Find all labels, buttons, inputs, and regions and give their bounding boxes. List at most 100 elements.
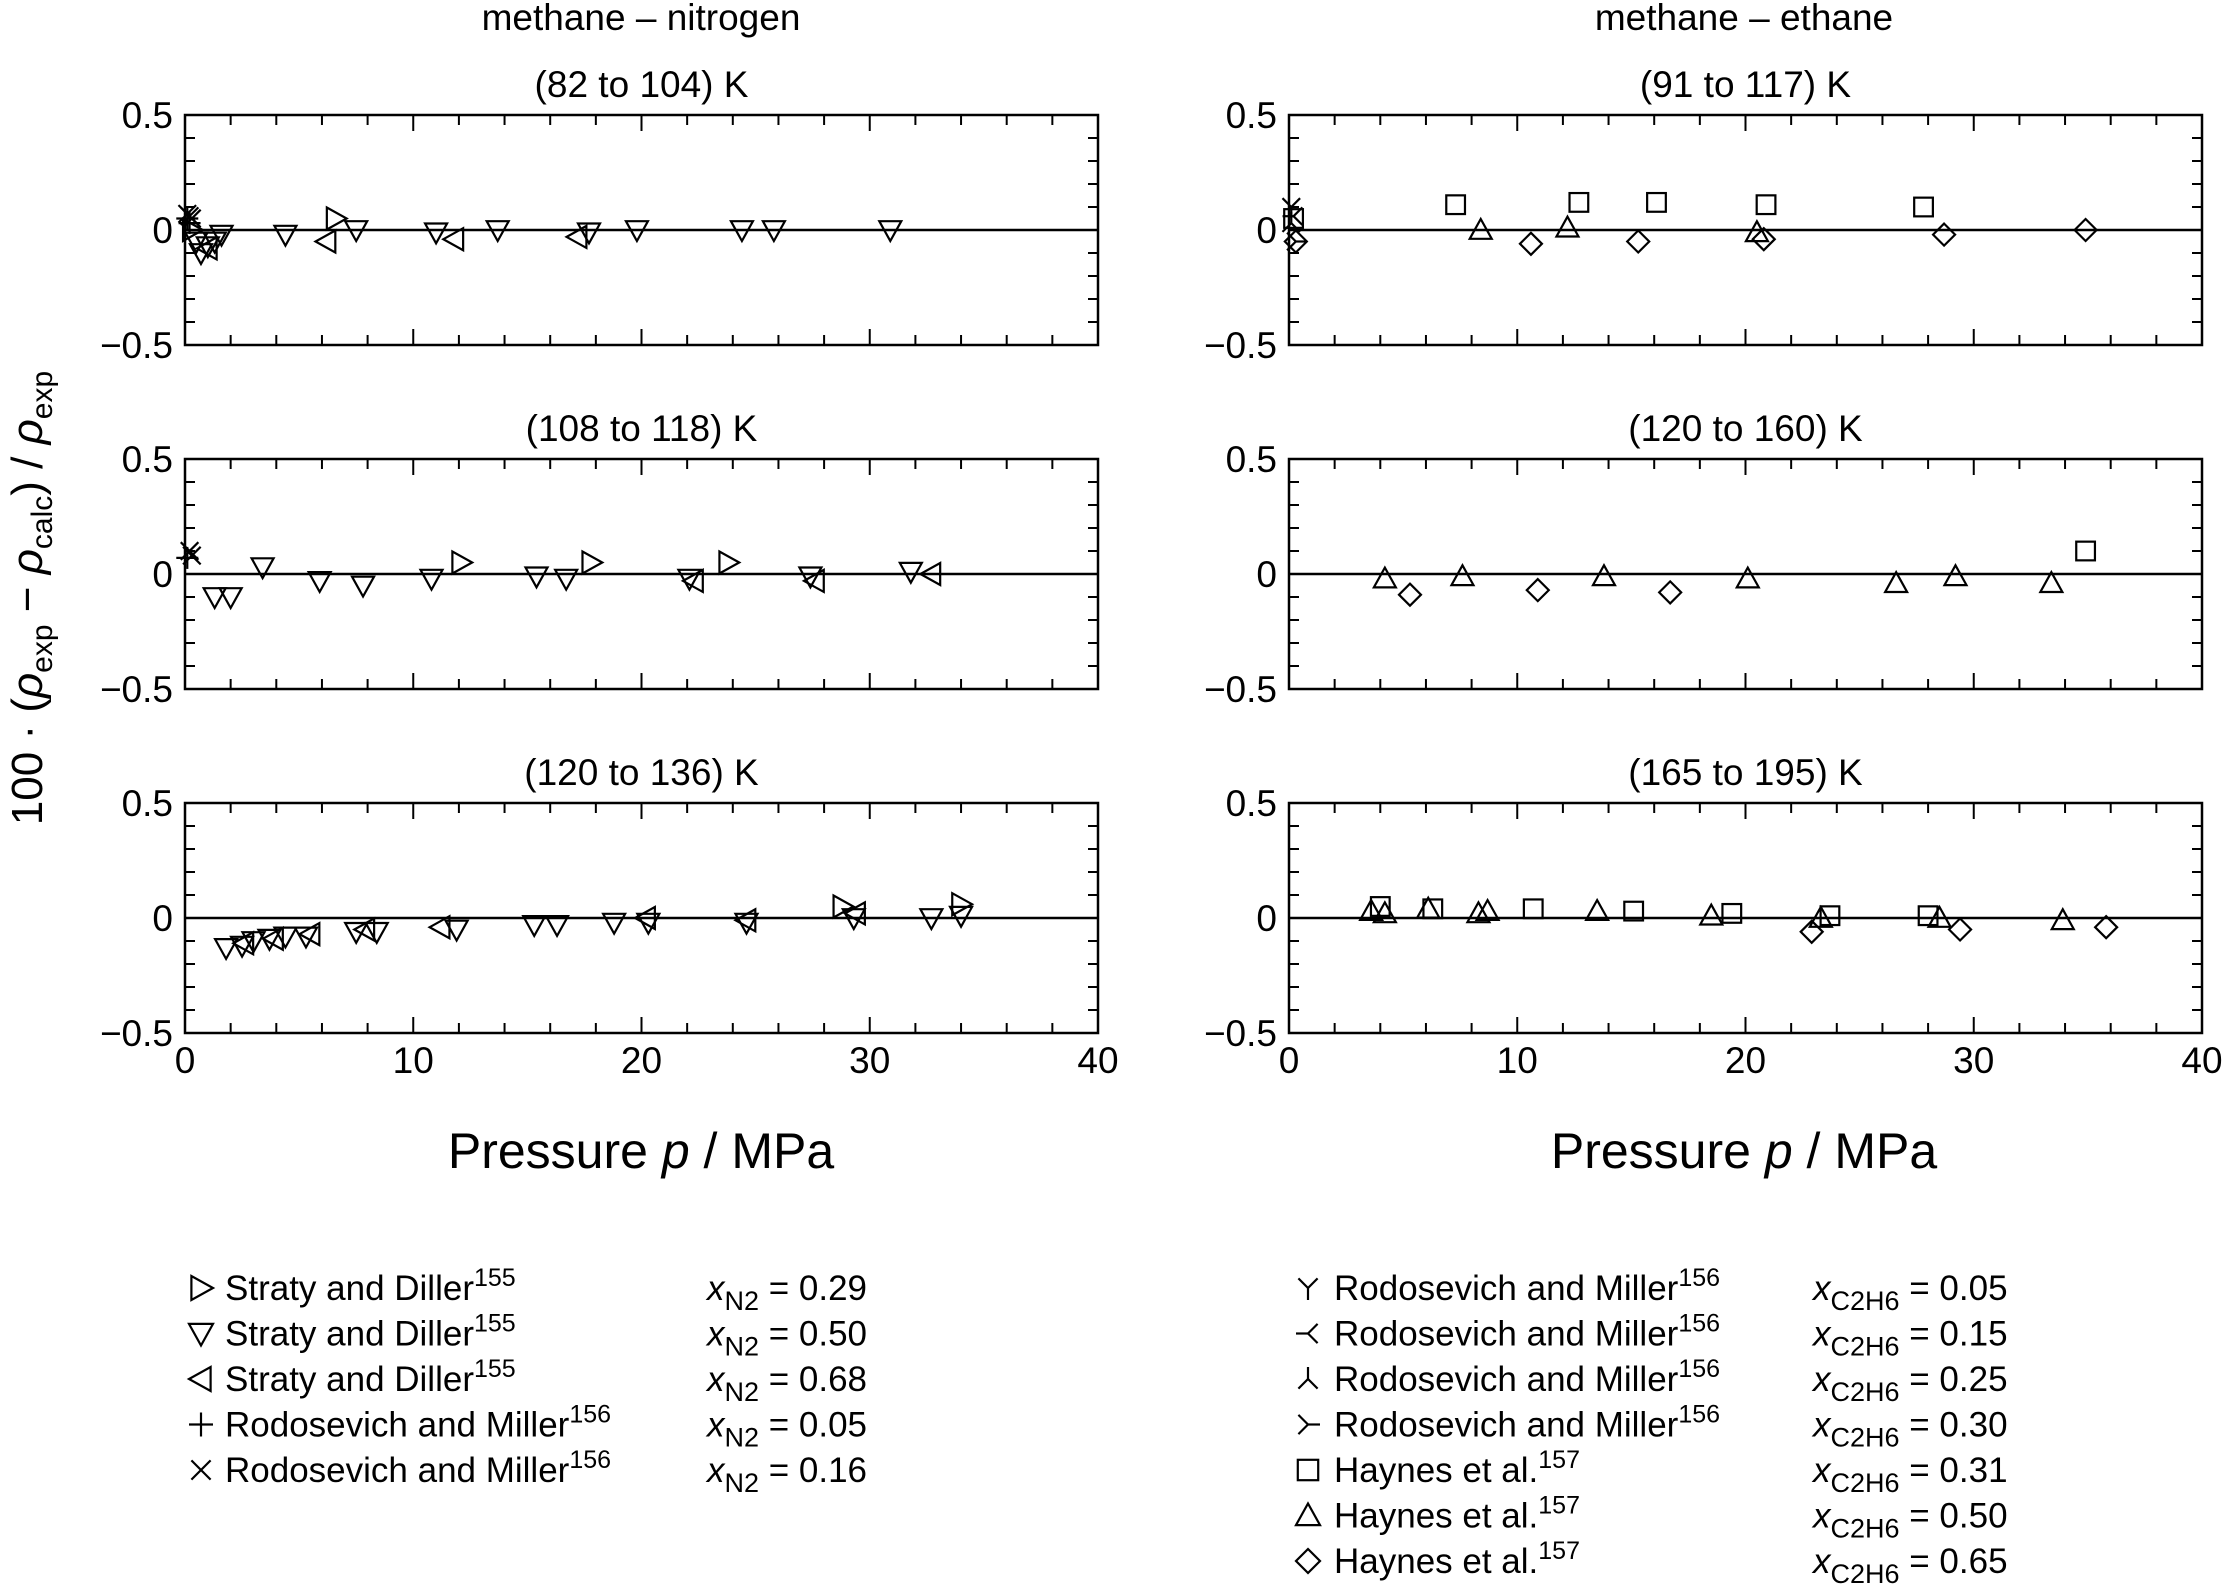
data-point-tri-down xyxy=(484,220,511,244)
legend-composition: xN2 = 0.29 xyxy=(705,1269,867,1316)
legend-composition: xN2 = 0.68 xyxy=(705,1360,867,1407)
data-point-triangle xyxy=(1554,214,1581,238)
data-point-diamond xyxy=(1947,916,1973,943)
data-point-triangle xyxy=(1734,565,1761,589)
data-point-tri-down xyxy=(208,224,235,248)
y-tick-label: 0 xyxy=(1256,898,1277,939)
data-point-triangle xyxy=(1358,897,1385,922)
data-point-cross xyxy=(179,206,200,226)
x-tick-label: 40 xyxy=(2181,1040,2222,1081)
panel-title: (82 to 104) K xyxy=(535,64,749,105)
data-point-tri-down xyxy=(272,926,299,950)
data-point-tri-left xyxy=(680,568,704,594)
panel-title: (120 to 136) K xyxy=(524,752,759,793)
panel-title: (91 to 117) K xyxy=(1640,64,1851,105)
panels-layer: (82 to 104) K 0.5 0 −0.5 (108 to 118) K 0.5 0 −… xyxy=(100,64,2222,1081)
y-tick-label: −0.5 xyxy=(100,669,173,710)
legend-item-right: Haynes et al.157 xC2H6 = 0.50 xyxy=(1294,1492,2008,1544)
data-point-diamond xyxy=(1518,231,1544,257)
data-point-tri-down xyxy=(249,557,276,581)
panel-title: (165 to 195) K xyxy=(1628,752,1863,793)
legend-composition: xC2H6 = 0.65 xyxy=(1811,1542,2008,1587)
data-point-triangle xyxy=(1807,904,1834,928)
data-point-triangle xyxy=(1926,904,1953,928)
data-point-triangle xyxy=(1584,897,1611,922)
data-point-tri-right xyxy=(832,893,856,920)
data-point-cross xyxy=(182,546,202,566)
column-title-nitrogen: methane – nitrogen xyxy=(482,0,801,38)
panel-title: (108 to 118) K xyxy=(526,408,758,449)
data-point-tri-down xyxy=(350,575,376,599)
data-point-y-left xyxy=(1286,231,1307,252)
data-point-tri-right xyxy=(325,205,349,232)
data-point-tri-down xyxy=(343,921,370,946)
legend-item-right: Haynes et al.157 xC2H6 = 0.31 xyxy=(1296,1446,2008,1498)
data-point-square xyxy=(1623,900,1645,922)
legend-item-right: Haynes et al.157 xC2H6 = 0.65 xyxy=(1294,1537,2008,1587)
legend-composition: xC2H6 = 0.05 xyxy=(1811,1269,2008,1316)
data-point-tri-down xyxy=(272,224,299,248)
data-point-tri-down xyxy=(418,568,445,592)
legend-marker-diamond xyxy=(1294,1547,1322,1575)
legend-marker-tri-left xyxy=(186,1365,212,1393)
legend-composition: xC2H6 = 0.31 xyxy=(1811,1451,2008,1498)
data-point-tri-down xyxy=(213,937,239,962)
legend-marker-y-right xyxy=(1296,1323,1319,1344)
data-point-triangle xyxy=(1474,897,1501,922)
data-point-tri-left xyxy=(194,235,218,262)
data-point-tri-down xyxy=(306,570,333,595)
legend-source: Rodosevich and Miller156 xyxy=(1334,1310,1720,1354)
y-tick-label: 0 xyxy=(152,554,173,595)
y-tick-label: −0.5 xyxy=(1204,1013,1277,1054)
y-tick-label: 0 xyxy=(152,210,173,251)
data-point-triangle xyxy=(1371,565,1398,589)
legend-source: Rodosevich and Miller156 xyxy=(225,1401,611,1445)
data-point-tri-down xyxy=(523,566,550,590)
y-tick-label: 0.5 xyxy=(1226,783,1277,824)
x-axis-label-left: Pressure p / MPa xyxy=(448,1123,834,1179)
data-point-tri-left xyxy=(918,561,942,587)
legend-marker-plus xyxy=(189,1412,213,1437)
legend-item-right: Rodosevich and Miller156 xC2H6 = 0.30 xyxy=(1297,1401,2008,1453)
x-tick-label: 20 xyxy=(621,1040,662,1081)
data-point-tri-down xyxy=(183,231,210,255)
data-point-tri-left xyxy=(564,224,588,250)
x-tick-label: 10 xyxy=(1497,1040,1538,1081)
legend-marker-triangle xyxy=(1294,1501,1322,1527)
data-point-tri-down xyxy=(729,220,755,244)
data-point-tri-left xyxy=(632,905,656,931)
legend-source: Haynes et al.157 xyxy=(1334,1446,1580,1490)
data-point-triangle xyxy=(1467,216,1494,240)
data-point-square xyxy=(1283,208,1305,229)
data-point-tri-down xyxy=(293,926,319,950)
y-tick-label: 0.5 xyxy=(1226,439,1277,480)
data-point-triangle xyxy=(2038,569,2065,594)
data-point-diamond xyxy=(1525,577,1551,603)
legend-marker-tri-down xyxy=(187,1322,215,1348)
legend-composition: xC2H6 = 0.25 xyxy=(1811,1360,2008,1407)
legend-item-right: Rodosevich and Miller156 xC2H6 = 0.15 xyxy=(1296,1310,2008,1362)
data-point-plus xyxy=(176,546,199,569)
data-point-square xyxy=(1646,191,1667,213)
data-point-square xyxy=(1445,194,1467,216)
legend-marker-y-up xyxy=(1297,1277,1319,1300)
x-tick-label: 30 xyxy=(1953,1040,1994,1081)
legend-composition: xC2H6 = 0.50 xyxy=(1811,1497,2008,1544)
legend-source: Straty and Diller155 xyxy=(225,1310,516,1354)
legend-composition: xN2 = 0.05 xyxy=(705,1406,867,1453)
y-tick-label: −0.5 xyxy=(100,1013,173,1054)
x-tick-label: 40 xyxy=(1077,1040,1118,1081)
legend-composition: xN2 = 0.16 xyxy=(705,1451,867,1498)
data-point-square xyxy=(1913,196,1934,218)
data-point-tri-left xyxy=(441,226,465,253)
legend-marker-cross xyxy=(190,1459,212,1481)
data-point-tri-down xyxy=(576,222,602,246)
data-point-tri-down xyxy=(443,919,470,943)
data-point-square xyxy=(1917,905,1939,927)
y-tick-label: −0.5 xyxy=(1204,669,1277,710)
legend-item-left: Straty and Diller155 xN2 = 0.29 xyxy=(190,1264,867,1316)
data-point-square xyxy=(1568,191,1590,213)
data-point-diamond xyxy=(1931,222,1957,248)
data-point-tri-down xyxy=(624,220,650,244)
data-point-tri-down xyxy=(201,587,228,611)
